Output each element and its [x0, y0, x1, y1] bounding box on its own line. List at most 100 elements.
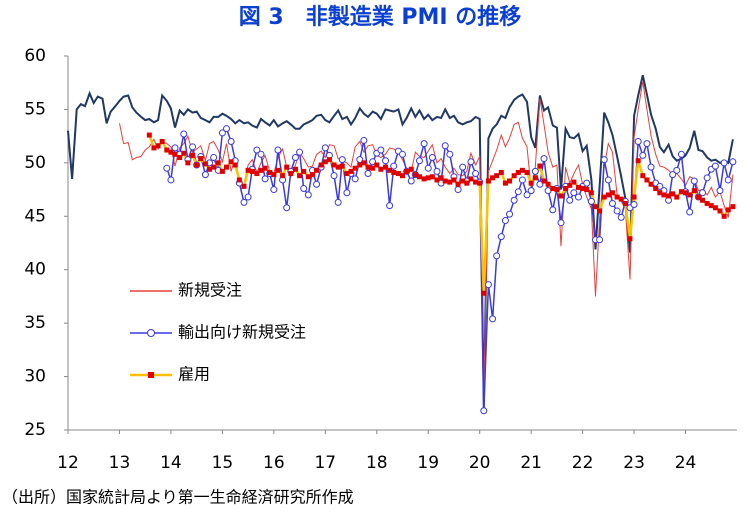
- point: [604, 176, 612, 184]
- point: [477, 180, 483, 186]
- point: [716, 187, 724, 195]
- point: [181, 150, 187, 156]
- point: [545, 181, 551, 187]
- point: [669, 171, 677, 179]
- point: [257, 150, 265, 158]
- point: [227, 137, 235, 145]
- point: [190, 152, 196, 158]
- point: [497, 233, 505, 241]
- y-tick-label: 45: [24, 206, 46, 226]
- point: [493, 252, 501, 260]
- point: [424, 164, 432, 172]
- point: [566, 196, 574, 204]
- point: [253, 146, 261, 154]
- x-tick-label: 20: [469, 453, 491, 473]
- point: [151, 145, 157, 151]
- point: [172, 151, 178, 157]
- point: [370, 165, 376, 171]
- point: [164, 147, 170, 153]
- y-tick-label: 60: [24, 46, 46, 66]
- point: [399, 150, 406, 158]
- point: [261, 175, 269, 183]
- point: [321, 144, 329, 152]
- point: [344, 171, 350, 177]
- point: [574, 193, 582, 201]
- point: [596, 236, 604, 244]
- point: [305, 174, 311, 180]
- point: [348, 168, 354, 174]
- point: [580, 186, 586, 192]
- x-tick-label: 19: [417, 453, 439, 473]
- point: [717, 208, 723, 214]
- point: [412, 172, 418, 178]
- point: [511, 173, 517, 179]
- point: [207, 166, 213, 172]
- point: [240, 198, 248, 206]
- point: [557, 219, 565, 227]
- point: [464, 180, 470, 186]
- point: [163, 164, 171, 172]
- legend-label: 輸出向け新規受注: [178, 323, 306, 342]
- point: [390, 162, 398, 170]
- point: [635, 158, 641, 164]
- point: [627, 236, 633, 242]
- point: [421, 176, 427, 182]
- point: [583, 179, 591, 187]
- point: [725, 207, 731, 213]
- point: [146, 132, 152, 138]
- point: [690, 177, 698, 185]
- point: [171, 144, 179, 152]
- point: [447, 179, 453, 185]
- point: [198, 156, 204, 162]
- point: [361, 160, 367, 166]
- point: [711, 162, 719, 170]
- point: [318, 162, 324, 168]
- point: [357, 162, 363, 168]
- series-line: [67, 74, 734, 409]
- point: [485, 178, 491, 184]
- point: [558, 193, 564, 199]
- x-tick-label: 18: [366, 453, 388, 473]
- point: [473, 179, 479, 185]
- point: [434, 177, 440, 183]
- point: [339, 163, 345, 169]
- point: [442, 178, 448, 184]
- point: [387, 167, 393, 173]
- point: [673, 166, 681, 174]
- point: [270, 186, 278, 194]
- point: [159, 138, 165, 144]
- point: [617, 213, 625, 221]
- point: [609, 190, 615, 196]
- point: [189, 143, 197, 151]
- point: [288, 171, 294, 177]
- point: [498, 169, 504, 175]
- point: [180, 130, 188, 138]
- point: [643, 140, 651, 148]
- point: [262, 165, 268, 171]
- point: [618, 196, 624, 202]
- point: [567, 182, 573, 188]
- point: [232, 162, 238, 168]
- point: [185, 160, 191, 166]
- point: [605, 192, 611, 198]
- point: [425, 175, 431, 181]
- point: [523, 191, 531, 199]
- point: [507, 178, 513, 184]
- point: [571, 179, 577, 185]
- y-tick-label: 35: [24, 313, 46, 333]
- point: [224, 164, 230, 170]
- point: [550, 186, 556, 192]
- point: [531, 167, 539, 175]
- point: [490, 175, 496, 181]
- y-tick-label: 25: [24, 420, 46, 440]
- point: [455, 181, 461, 187]
- point: [724, 176, 732, 184]
- point: [489, 315, 497, 323]
- point: [202, 161, 208, 167]
- point: [438, 175, 444, 181]
- point: [274, 146, 282, 154]
- point: [194, 162, 200, 168]
- point: [729, 158, 737, 166]
- point: [330, 172, 338, 180]
- point: [429, 174, 435, 180]
